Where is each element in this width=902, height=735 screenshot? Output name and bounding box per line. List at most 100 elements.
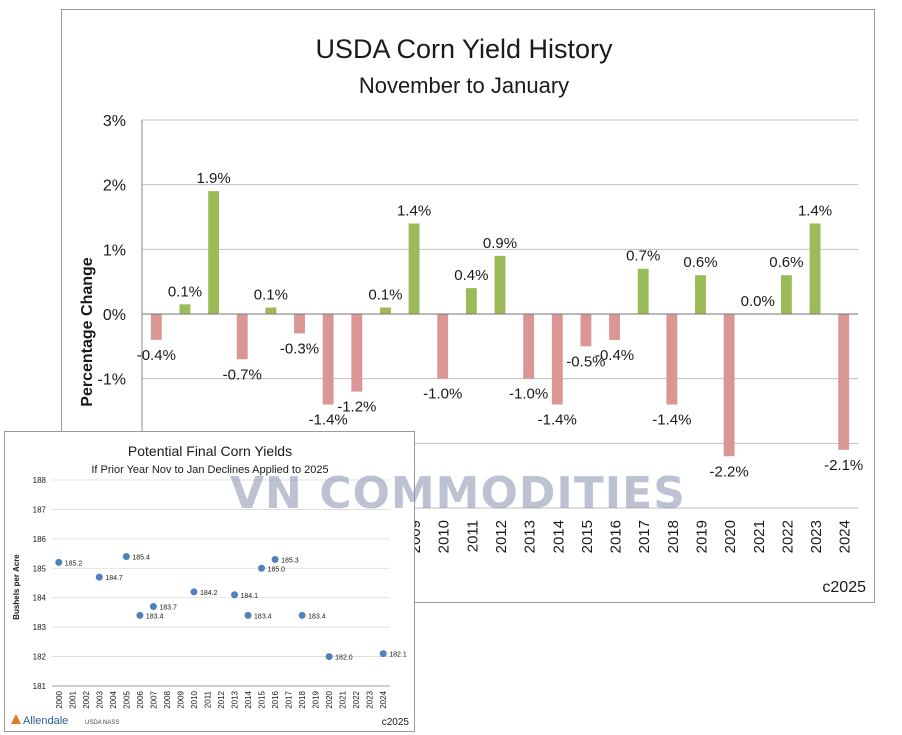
main-xtick-label: 2018 bbox=[665, 520, 682, 553]
inset-point-label: 184.2 bbox=[200, 590, 218, 597]
main-ytick-label: 1% bbox=[103, 242, 126, 259]
main-bar bbox=[437, 314, 449, 379]
main-ytick-label: 0% bbox=[103, 307, 126, 324]
inset-point bbox=[271, 555, 279, 563]
main-bar bbox=[236, 314, 248, 360]
inset-point-label: 185.0 bbox=[268, 566, 286, 573]
main-bar bbox=[465, 288, 477, 314]
main-bar bbox=[494, 255, 506, 314]
main-bar bbox=[351, 314, 363, 392]
inset-xtick-label: 2000 bbox=[55, 690, 64, 708]
inset-xtick-label: 2005 bbox=[122, 690, 131, 708]
inset-point bbox=[136, 611, 144, 619]
main-xtick-label: 2012 bbox=[493, 520, 510, 553]
inset-xtick-label: 2016 bbox=[271, 690, 280, 708]
inset-ytick-label: 186 bbox=[33, 535, 47, 544]
main-chart-title: USDA Corn Yield History bbox=[315, 34, 613, 64]
inset-point-label: 183.4 bbox=[308, 613, 326, 620]
main-xtick-label: 2015 bbox=[579, 520, 596, 553]
inset-point bbox=[55, 558, 63, 566]
inset-point-label: 183.7 bbox=[159, 605, 177, 612]
main-xtick-label: 2010 bbox=[436, 520, 453, 553]
allendale-logo: Allendale bbox=[11, 714, 68, 727]
inset-point bbox=[298, 611, 306, 619]
inset-point bbox=[95, 573, 103, 581]
inset-point bbox=[258, 564, 266, 572]
main-bar bbox=[294, 314, 305, 334]
main-xtick-label: 2017 bbox=[636, 520, 653, 553]
main-bar-value-label: 0.9% bbox=[483, 235, 517, 252]
inset-xtick-label: 2012 bbox=[217, 690, 226, 708]
inset-xtick-label: 2008 bbox=[163, 690, 172, 708]
inset-xtick-label: 2022 bbox=[352, 690, 361, 708]
inset-xtick-label: 2024 bbox=[379, 690, 388, 708]
main-ytick-label: -1% bbox=[98, 372, 126, 389]
inset-ytick-label: 183 bbox=[33, 623, 47, 632]
main-bar bbox=[179, 304, 191, 314]
main-bar-value-label: 0.1% bbox=[168, 283, 202, 300]
inset-xtick-label: 2018 bbox=[298, 690, 307, 708]
main-xtick-label: 2013 bbox=[522, 520, 539, 553]
inset-xtick-label: 2003 bbox=[95, 690, 104, 708]
main-bar-value-label: -0.4% bbox=[137, 347, 176, 364]
inset-chart-title: Potential Final Corn Yields bbox=[128, 443, 292, 459]
inset-point-label: 182.1 bbox=[389, 652, 407, 659]
inset-point-label: 185.4 bbox=[132, 555, 150, 562]
inset-point bbox=[379, 650, 387, 658]
main-bar bbox=[637, 268, 649, 314]
inset-chart-source: USDA NASS bbox=[85, 720, 119, 726]
main-xtick-label: 2011 bbox=[464, 520, 481, 552]
inset-xtick-label: 2010 bbox=[190, 690, 199, 708]
main-xtick-label: 2019 bbox=[693, 520, 710, 553]
main-bar-value-label: 1.9% bbox=[196, 170, 230, 187]
inset-point bbox=[149, 603, 157, 611]
main-bar-value-label: -0.7% bbox=[223, 366, 262, 383]
inset-xtick-label: 2020 bbox=[325, 690, 334, 708]
main-xtick-label: 2014 bbox=[550, 520, 567, 553]
inset-xtick-label: 2011 bbox=[203, 690, 212, 708]
main-bar-value-label: 0.6% bbox=[769, 254, 803, 271]
watermark-text: VN COMMODITIES bbox=[230, 468, 686, 519]
main-xtick-label: 2016 bbox=[608, 520, 625, 553]
main-ytick-label: 3% bbox=[103, 113, 126, 130]
inset-point bbox=[122, 553, 130, 561]
main-bar bbox=[780, 275, 792, 314]
main-bar bbox=[265, 307, 277, 314]
inset-xtick-label: 2017 bbox=[285, 690, 294, 708]
main-bar-value-label: -1.4% bbox=[309, 412, 348, 429]
main-xtick-label: 2022 bbox=[779, 520, 796, 553]
inset-xtick-label: 2009 bbox=[176, 690, 185, 708]
main-bar bbox=[809, 223, 821, 314]
inset-point bbox=[190, 588, 198, 596]
main-bar-value-label: -1.4% bbox=[652, 412, 691, 429]
main-bar-value-label: -1.4% bbox=[538, 412, 577, 429]
inset-point-label: 183.4 bbox=[146, 613, 164, 620]
inset-xtick-label: 2007 bbox=[149, 690, 158, 708]
main-chart-ylabel: Percentage Change bbox=[79, 257, 96, 406]
inset-xtick-label: 2001 bbox=[68, 690, 77, 708]
inset-point-label: 182.0 bbox=[335, 655, 353, 662]
main-xtick-label: 2020 bbox=[722, 520, 739, 553]
main-chart-copyright: c2025 bbox=[822, 579, 866, 596]
main-bar bbox=[838, 314, 850, 450]
main-bar-value-label: 0.6% bbox=[683, 254, 717, 271]
main-bar bbox=[666, 314, 678, 405]
main-bar-value-label: 0.1% bbox=[254, 287, 288, 304]
inset-xtick-label: 2019 bbox=[312, 690, 321, 708]
main-xtick-label: 2023 bbox=[808, 520, 825, 553]
inset-point bbox=[244, 611, 252, 619]
main-bar-value-label: 0.7% bbox=[626, 248, 660, 265]
inset-xtick-label: 2006 bbox=[136, 690, 145, 708]
main-chart-subtitle: November to January bbox=[359, 73, 569, 98]
main-bar bbox=[208, 191, 220, 314]
inset-chart-copyright: c2025 bbox=[382, 717, 410, 728]
main-bar bbox=[322, 314, 334, 405]
inset-chart-ylabel: Bushels per Acre bbox=[12, 554, 21, 620]
allendale-logo-text: Allendale bbox=[23, 715, 68, 727]
inset-ytick-label: 185 bbox=[33, 564, 47, 573]
main-xtick-label: 2024 bbox=[837, 520, 854, 553]
main-bar bbox=[523, 314, 535, 379]
inset-ytick-label: 182 bbox=[33, 653, 47, 662]
inset-xtick-label: 2002 bbox=[82, 690, 91, 708]
inset-xtick-label: 2013 bbox=[231, 690, 240, 708]
